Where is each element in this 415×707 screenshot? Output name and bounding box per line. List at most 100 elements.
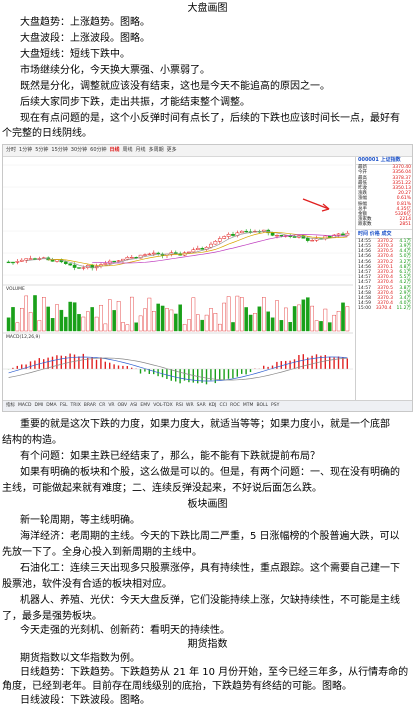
chart-period-tab[interactable]: 30分钟: [71, 145, 87, 156]
macd-bar: [228, 369, 229, 379]
volume-bar: [7, 318, 10, 331]
volume-bar: [319, 321, 322, 331]
chart-period-tab[interactable]: 分时: [6, 145, 16, 156]
volume-bar: [284, 308, 287, 331]
candle-body: [73, 265, 76, 267]
volume-bar: [91, 307, 94, 331]
indicator-tab[interactable]: PSY: [271, 403, 279, 408]
macd-bar: [219, 369, 220, 380]
tick-cell: 11.2万: [396, 306, 411, 311]
indicator-tab[interactable]: FSL: [60, 403, 68, 408]
macd-bar: [100, 357, 101, 369]
indicator-tab[interactable]: MTM: [243, 403, 254, 408]
indicator-tab[interactable]: VR: [108, 403, 114, 408]
candle-body: [231, 234, 234, 235]
macd-bar: [281, 361, 282, 369]
volume-bar: [192, 298, 195, 331]
indicator-tab[interactable]: OBV: [118, 403, 128, 408]
candle-body: [7, 262, 10, 263]
volume-bar: [271, 318, 274, 331]
volume-bar: [38, 320, 41, 331]
chart-period-tab[interactable]: 60分钟: [90, 145, 106, 156]
volume-bar: [135, 323, 138, 331]
candle-body: [126, 257, 129, 259]
chart-period-tab[interactable]: 多周期: [149, 145, 164, 156]
paragraph: 股票池，软件没有合适的板块相对应。: [2, 578, 172, 591]
volume-bar: [161, 306, 164, 331]
volume-bar: [231, 322, 234, 331]
candle-body: [328, 236, 331, 238]
indicator-tab[interactable]: 指标: [6, 403, 15, 408]
volume-bar: [117, 301, 120, 331]
macd-bar: [245, 369, 246, 374]
tick-cell: 15:00: [358, 306, 371, 311]
indicator-tab[interactable]: KDJ: [209, 403, 217, 408]
candle-body: [209, 244, 212, 247]
volume-bar: [139, 316, 142, 331]
volume-bar: [218, 324, 221, 331]
volume-bar: [267, 312, 270, 331]
indicator-tab[interactable]: RSI: [176, 403, 183, 408]
volume-bar: [16, 323, 19, 331]
volume-bar: [214, 313, 217, 331]
chart-period-tab[interactable]: 月线: [136, 145, 146, 156]
indicator-tab[interactable]: BOLL: [256, 403, 268, 408]
candle-body: [152, 253, 155, 254]
indicator-tab[interactable]: ROC: [230, 403, 240, 408]
volume-bar: [113, 310, 116, 331]
macd-bar: [17, 366, 18, 369]
paragraph: 现在有点问题的是，这个小反弹时间有点长了，后续的下跌也应该时间长一点，最好有: [20, 112, 400, 125]
paragraph: 新一轮周期，等主线明确。: [20, 514, 140, 527]
volume-bar: [99, 305, 102, 331]
macd-bar: [289, 361, 290, 369]
macd-bar: [237, 369, 238, 377]
chart-period-tab[interactable]: 15分钟: [51, 145, 67, 156]
chart-period-tab[interactable]: 5分钟: [35, 145, 48, 156]
macd-bar: [105, 362, 106, 369]
macd-bar: [232, 369, 233, 378]
indicator-tab[interactable]: ASI: [130, 403, 137, 408]
candle-body: [214, 241, 217, 244]
macd-bar: [83, 354, 84, 369]
indicator-tab[interactable]: EMV: [140, 403, 150, 408]
macd-bar: [311, 356, 312, 369]
candle-body: [64, 262, 67, 264]
indicator-tab[interactable]: SAR: [197, 403, 206, 408]
macd-bar: [78, 356, 79, 369]
indicator-tab[interactable]: VOL-TDX: [153, 403, 172, 408]
volume-bar: [104, 324, 107, 331]
macd-label: MACD(12,26,9): [6, 335, 40, 340]
paragraph: 如果有明确的板块和个股，这么做是可以的。但是，有两个问题：一、现在没有明确的: [20, 466, 400, 479]
volume-bar: [209, 308, 212, 331]
volume-bar: [148, 298, 151, 331]
volume-bar: [297, 305, 300, 331]
macd-bar: [179, 369, 180, 383]
quote-value: 2851: [400, 222, 411, 227]
indicator-tab[interactable]: TRIX: [71, 403, 81, 408]
indicator-tab[interactable]: WR: [186, 403, 194, 408]
indicator-tab[interactable]: DMA: [46, 403, 56, 408]
chart-period-tab[interactable]: 日线: [110, 145, 120, 156]
macd-bar: [166, 369, 167, 379]
macd-bar: [118, 365, 119, 369]
volume-bar: [29, 312, 32, 331]
candle-body: [29, 259, 32, 260]
volume-bar: [82, 317, 85, 331]
chart-period-tab[interactable]: 1分钟: [19, 145, 32, 156]
volume-bar: [223, 303, 226, 331]
macd-bar: [61, 356, 62, 369]
indicator-tab[interactable]: MACD: [18, 403, 32, 408]
indicator-tab[interactable]: DMI: [35, 403, 44, 408]
chart-period-tab[interactable]: 更多: [167, 145, 177, 156]
indicator-tab[interactable]: CCI: [219, 403, 227, 408]
volume-bar: [25, 296, 28, 331]
candle-body: [82, 268, 85, 269]
indicator-tab[interactable]: BRAR: [84, 403, 96, 408]
indicator-tab[interactable]: CR: [99, 403, 105, 408]
volume-bar: [280, 320, 283, 331]
chart-period-tab[interactable]: 周线: [123, 145, 133, 156]
candle-body: [240, 231, 243, 233]
volume-bar: [77, 314, 80, 331]
